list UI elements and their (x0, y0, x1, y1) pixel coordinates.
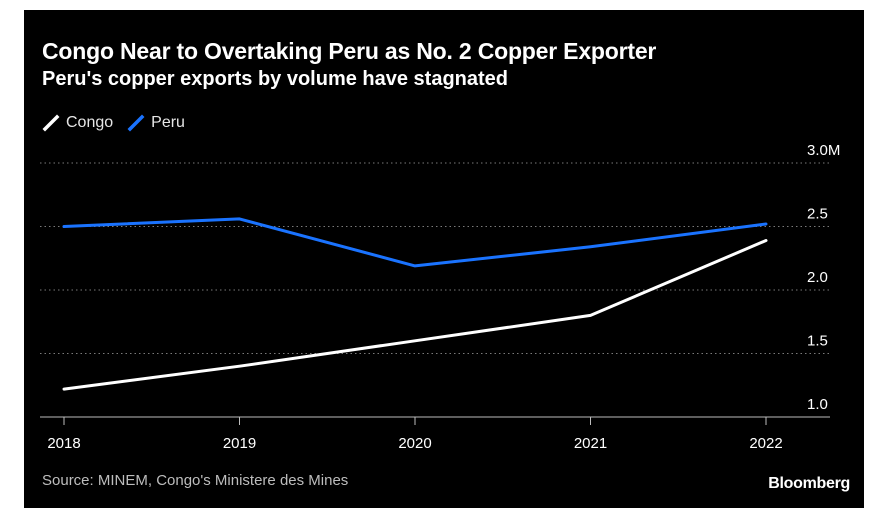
legend-label-peru: Peru (151, 114, 185, 131)
legend-item-peru: Peru (127, 114, 185, 132)
chart-title: Congo Near to Overtaking Peru as No. 2 C… (42, 38, 657, 64)
legend-line-congo (42, 114, 60, 132)
x-tick-label: 2022 (749, 435, 782, 452)
bloomberg-logo: Bloomberg (768, 475, 850, 492)
source-note: Source: MINEM, Congo's Ministere des Min… (42, 472, 349, 489)
y-tick-label: 2.0 (807, 269, 828, 286)
y-tick-label: 1.5 (807, 333, 828, 350)
y-tick-label: 1.0 (807, 396, 828, 413)
y-tick-label: 3.0M (807, 142, 840, 159)
legend-label-congo: Congo (66, 114, 114, 131)
series-line-congo (62, 239, 768, 391)
x-tick-label: 2019 (223, 435, 256, 452)
legend-swatch-congo (42, 114, 60, 132)
x-tick-label: 2018 (47, 435, 80, 452)
line-chart: 1.0 1.5 2.0 2.5 3.0M 2018 2019 2020 2021 2022 (40, 142, 840, 452)
legend-swatch-peru (127, 114, 145, 132)
y-tick-label: 2.5 (807, 206, 828, 223)
legend-item-congo: Congo (42, 114, 113, 132)
x-tick-label: 2020 (398, 435, 431, 452)
series-line-peru (62, 217, 768, 268)
chart-subtitle: Peru's copper exports by volume have sta… (42, 68, 509, 90)
x-tick-label: 2021 (574, 435, 607, 452)
legend: Congo Peru (42, 112, 199, 134)
legend-line-peru (127, 114, 145, 132)
chart-frame: Congo Near to Overtaking Peru as No. 2 C… (24, 10, 864, 508)
